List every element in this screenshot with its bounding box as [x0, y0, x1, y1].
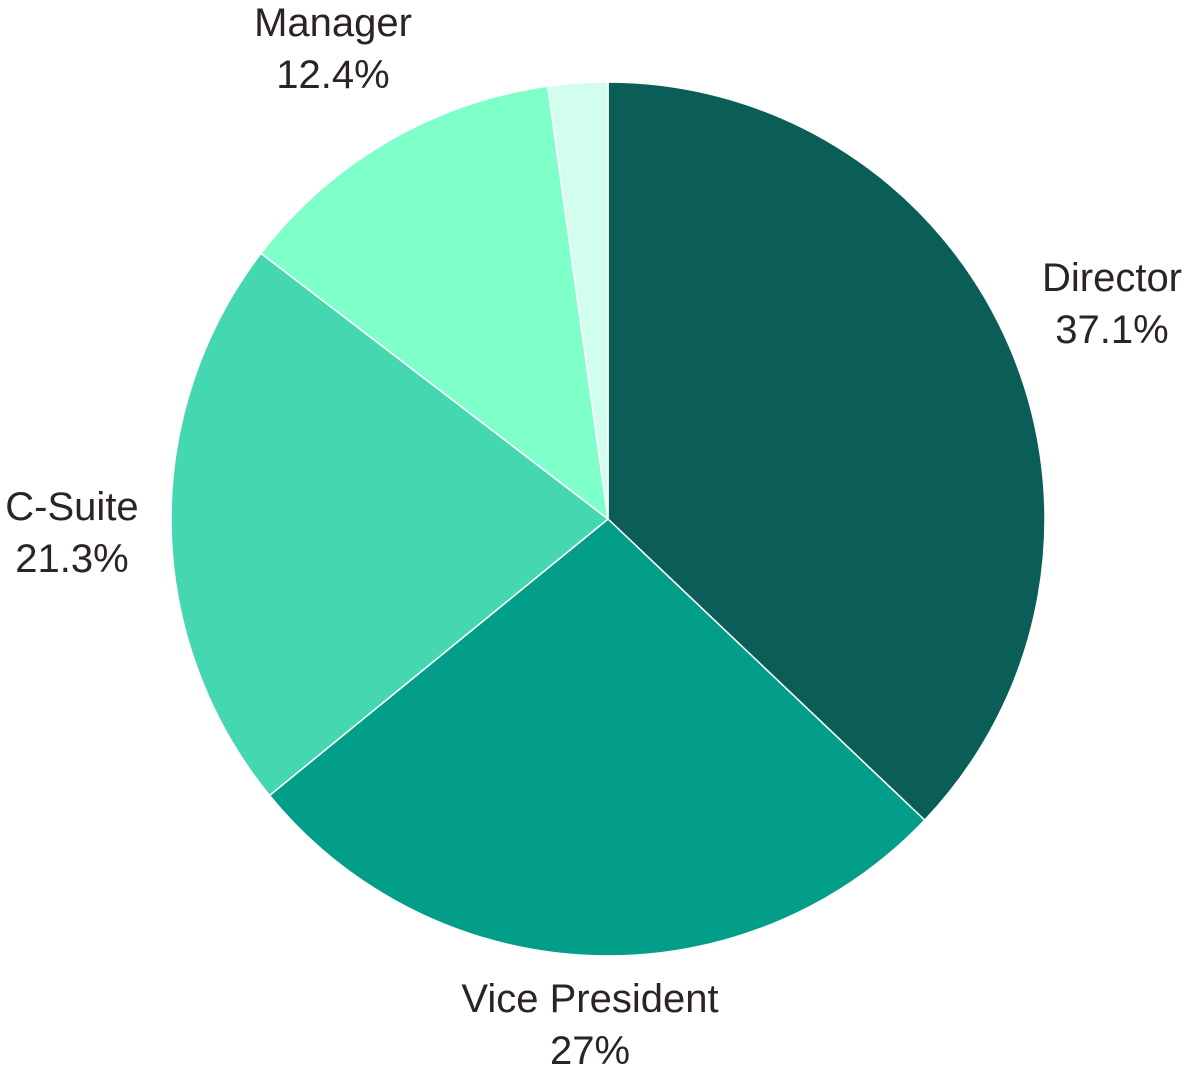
slice-label-manager: Manager 12.4%: [254, 1, 412, 97]
slice-label-c-suite: C-Suite 21.3%: [5, 485, 138, 581]
pie-slices: [170, 81, 1046, 957]
pie-slice-c-suite: [170, 252, 610, 797]
slice-label-value: 37.1%: [1055, 308, 1168, 352]
pie-slice-manager: [259, 85, 609, 521]
slice-label-name: Manager: [254, 1, 412, 45]
slice-label-value: 21.3%: [15, 537, 128, 581]
pie-labels: Director 37.1% Vice President 27% C-Suite 21.…: [5, 1, 1182, 1070]
pie-slice-director: [607, 81, 1046, 822]
slice-label-name: Director: [1042, 256, 1182, 300]
slice-label-vice-president: Vice President 27%: [461, 977, 718, 1070]
slice-label-director: Director 37.1%: [1042, 256, 1182, 352]
slice-label-value: 12.4%: [276, 53, 389, 97]
pie-slice-other: [546, 81, 609, 520]
slice-label-value: 27%: [550, 1029, 630, 1070]
pie-slice-vice-president: [268, 518, 926, 957]
slice-label-name: C-Suite: [5, 485, 138, 529]
slice-label-name: Vice President: [461, 977, 718, 1021]
